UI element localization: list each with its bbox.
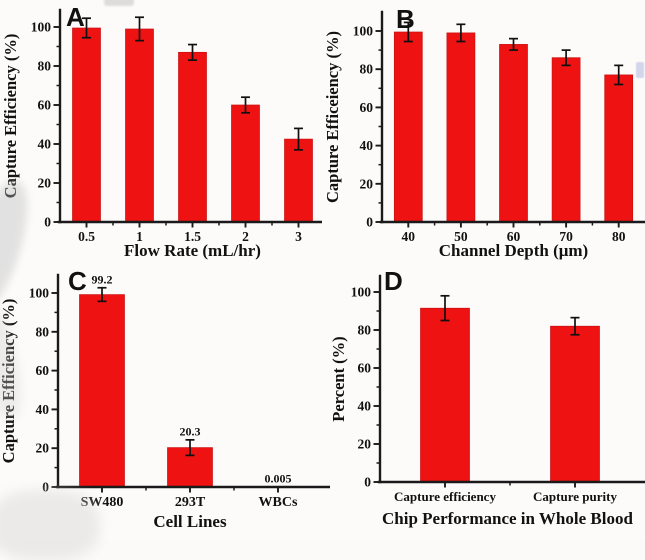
y-tick-label: 100 xyxy=(29,286,50,301)
bar-80 xyxy=(605,75,633,222)
y-tick-label: 20 xyxy=(36,441,50,456)
bar-40 xyxy=(394,32,422,222)
y-tick-label: 80 xyxy=(360,62,374,77)
y-tick-label: 40 xyxy=(36,402,50,417)
bar-SW480 xyxy=(80,295,125,487)
y-tick-label: 100 xyxy=(353,24,374,39)
x-tick-label: 0.5 xyxy=(78,229,95,244)
panel-c-chart: 99.2 20.3 0.005 0 20 40 60 80 100 SW480 293T WBCs… xyxy=(0,262,330,541)
x-axis-title: Chip Performance in Whole Blood xyxy=(382,509,633,528)
bar-0.5 xyxy=(73,28,101,222)
bar-1 xyxy=(126,29,154,222)
x-tick-label: 3 xyxy=(295,229,302,244)
x-tick-label: Capture purity xyxy=(533,489,617,504)
y-tick-label: 100 xyxy=(31,20,52,35)
panel-b-label: B xyxy=(396,6,415,32)
bar-50 xyxy=(447,33,475,222)
y-tick-label: 20 xyxy=(360,176,374,191)
y-tick-label: 0 xyxy=(44,215,51,230)
y-tick-label: 20 xyxy=(38,176,52,191)
y-tick-label: 20 xyxy=(358,437,372,452)
y-tick-label: 80 xyxy=(38,59,52,74)
y-tick-label: 100 xyxy=(351,285,372,300)
bar-2 xyxy=(232,105,260,222)
y-axis-title: Capture Efficiency (%) xyxy=(1,34,20,199)
y-tick-label: 60 xyxy=(36,363,50,378)
y-tick-label: 0 xyxy=(366,215,373,230)
y-axis-title: Capture Efficiency (%) xyxy=(0,299,18,464)
x-axis-title: Channel Depth (μm) xyxy=(439,241,588,260)
y-tick-label: 0 xyxy=(364,475,371,490)
bar-60 xyxy=(500,44,528,222)
x-tick-label: SW480 xyxy=(81,495,124,510)
y-axis-title: Capture Efficeiency (%) xyxy=(323,31,342,203)
panel-c-label: C xyxy=(68,268,87,294)
y-tick-label: 40 xyxy=(360,138,374,153)
x-tick-label: 40 xyxy=(402,229,416,244)
axes xyxy=(379,276,645,482)
y-tick-label: 40 xyxy=(358,399,372,414)
bar-70 xyxy=(552,58,580,222)
x-tick-label: 80 xyxy=(612,229,626,244)
y-tick-label: 40 xyxy=(38,137,52,152)
bar-Capture-purity xyxy=(551,326,600,482)
bar-1.5 xyxy=(179,52,207,222)
x-axis-title: Flow Rate (mL/hr) xyxy=(124,241,261,260)
bar-value-label: 20.3 xyxy=(180,424,201,438)
y-tick-label: 60 xyxy=(360,100,374,115)
y-tick-label: 0 xyxy=(42,480,49,495)
x-tick-label: Capture efficiency xyxy=(394,489,496,504)
bar-value-label: 0.005 xyxy=(265,472,292,486)
panel-a-label: A xyxy=(66,4,85,30)
panel-d-chart: 0 20 40 60 80 100 Capture efficiency Capture pu… xyxy=(330,262,645,541)
y-axis-title: Percent (%) xyxy=(330,336,348,421)
y-tick-label: 60 xyxy=(38,98,52,113)
y-tick-label: 80 xyxy=(358,323,372,338)
panel-d-label: D xyxy=(384,268,403,294)
bar-value-label: 99.2 xyxy=(92,272,113,286)
y-tick-label: 80 xyxy=(36,324,50,339)
y-tick-label: 60 xyxy=(358,361,372,376)
x-tick-label: 293T xyxy=(175,495,206,510)
x-axis-title: Cell Lines xyxy=(153,512,227,531)
x-tick-label: WBCs xyxy=(259,495,298,510)
axis-ticks xyxy=(374,292,576,488)
bar-3 xyxy=(285,139,313,222)
bar-Capture-efficiency xyxy=(421,308,470,482)
